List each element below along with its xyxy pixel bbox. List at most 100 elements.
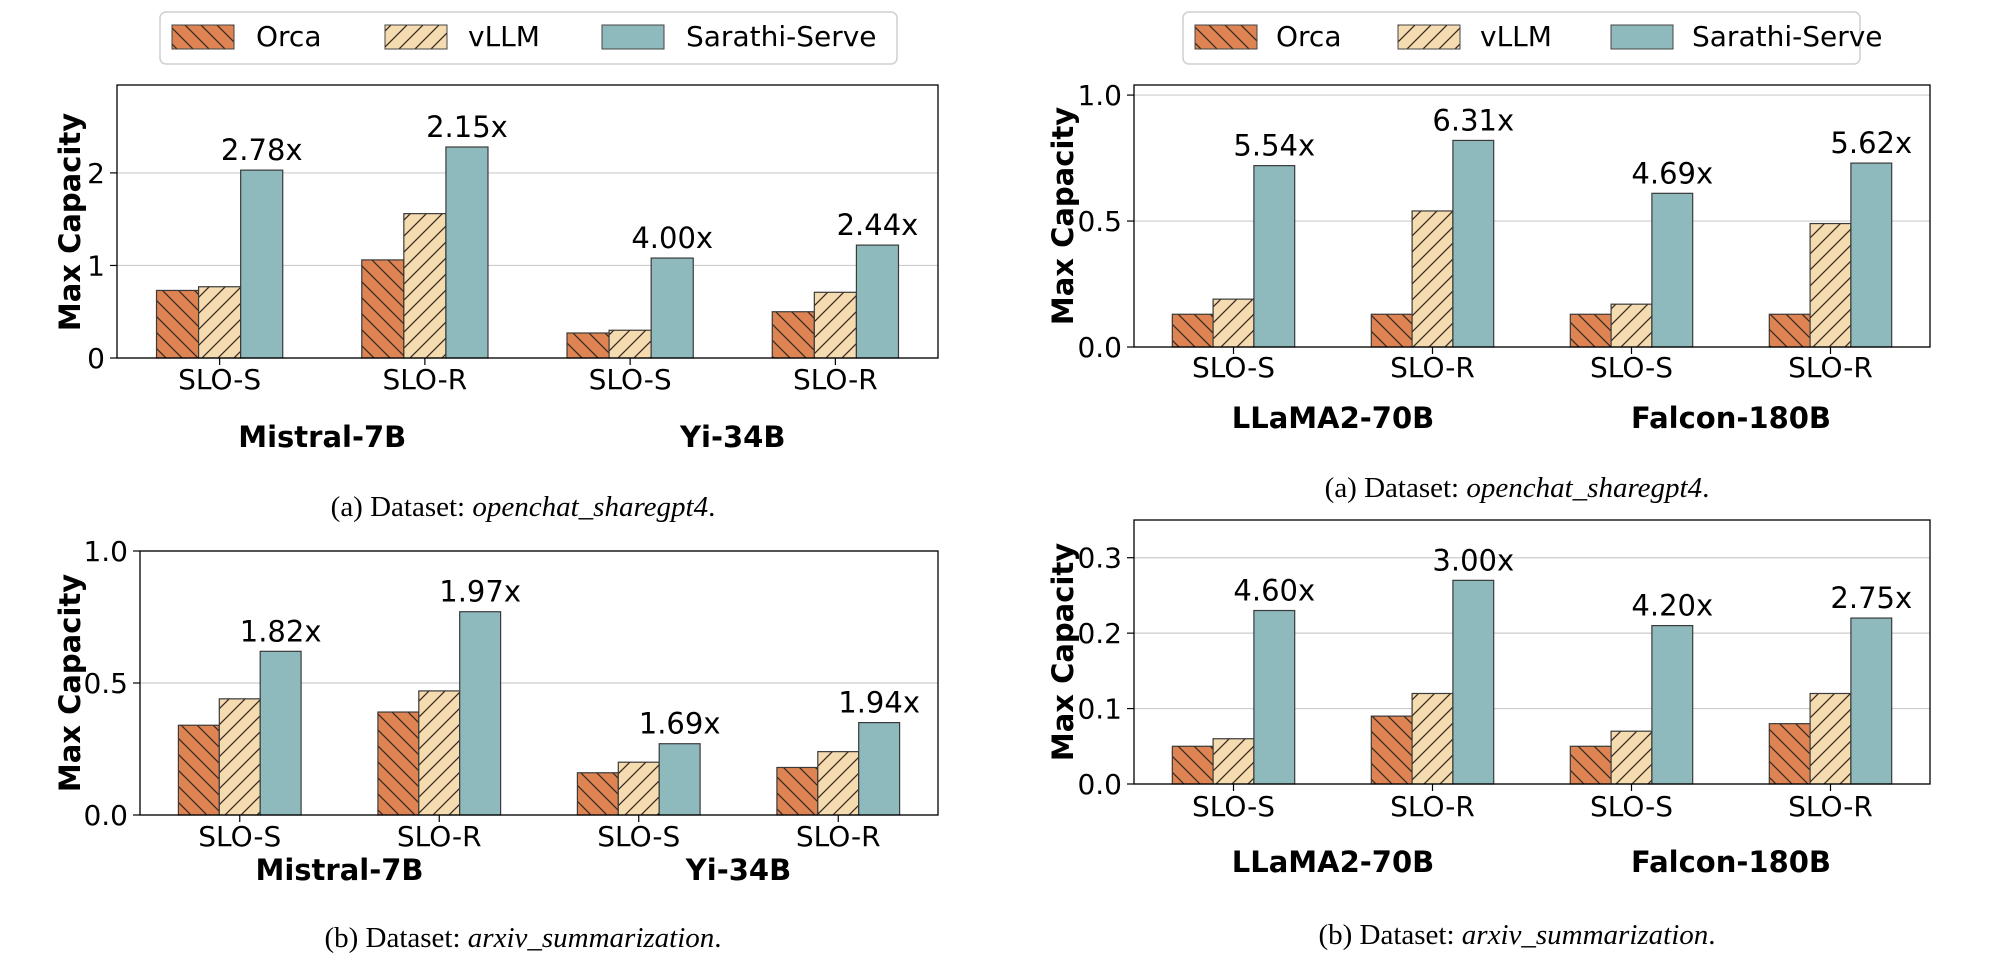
legend-right-label-orca: Orca <box>1276 20 1342 53</box>
legend-right-label-sarathi: Sarathi-Serve <box>1692 20 1883 53</box>
bar-sarathi <box>658 743 701 816</box>
bar-vllm <box>1610 303 1653 348</box>
speedup-label: 4.20x <box>1631 589 1713 623</box>
y-tick-label: 1.0 <box>1077 79 1122 112</box>
y-tick-label: 0.5 <box>1077 205 1122 238</box>
bar-orca <box>1171 745 1214 785</box>
x-tick-label: SLO-R <box>793 363 878 396</box>
y-tick-label: 1 <box>87 249 105 282</box>
x-tick-label: SLO-S <box>589 363 672 396</box>
plot-frame <box>139 550 939 816</box>
caption-top-right: (a) Dataset: openchat_sharegpt4. <box>1325 472 1710 504</box>
speedup-label: 2.78x <box>221 133 303 167</box>
x-tick-label: SLO-S <box>1192 790 1275 823</box>
legend-left-swatch-sarathi <box>601 24 665 50</box>
legend-right-swatch-vllm <box>1397 24 1461 50</box>
y-tick-label: 0.0 <box>83 799 128 832</box>
bar-vllm <box>418 690 461 816</box>
legend-left-label-sarathi: Sarathi-Serve <box>686 20 877 53</box>
bar-vllm <box>1411 692 1454 785</box>
bar-orca <box>1569 745 1612 785</box>
x-tick-label: SLO-R <box>382 363 467 396</box>
bar-sarathi <box>1253 165 1296 348</box>
group-label: Mistral-7B <box>255 853 423 887</box>
y-tick-label: 0.5 <box>83 667 128 700</box>
legend-right-label-vllm: vLLM <box>1480 20 1552 53</box>
speedup-label: 4.69x <box>1631 156 1713 190</box>
bar-sarathi <box>240 169 284 359</box>
bar-orca <box>361 259 405 359</box>
bar-orca <box>566 332 610 359</box>
legend-left-frame <box>159 11 898 65</box>
bar-vllm <box>1809 222 1852 348</box>
speedup-label: 1.82x <box>240 614 322 648</box>
bar-orca <box>155 289 200 359</box>
plot-frame <box>116 84 939 359</box>
y-tick-label: 0 <box>87 342 105 375</box>
y-axis-label: Max Capacity <box>53 574 87 792</box>
y-tick-label: 0.0 <box>1077 331 1122 364</box>
bar-orca <box>1171 313 1214 348</box>
bar-sarathi <box>1850 617 1893 785</box>
plot-frame <box>1133 519 1931 785</box>
speedup-label: 2.44x <box>837 208 919 242</box>
x-tick-label: SLO-R <box>1390 351 1475 384</box>
speedup-label: 1.94x <box>838 686 920 720</box>
x-tick-label: SLO-S <box>597 820 680 853</box>
x-tick-label: SLO-S <box>178 363 261 396</box>
y-tick-label: 0.2 <box>1077 617 1122 650</box>
bar-sarathi <box>259 650 302 816</box>
bar-orca <box>771 311 815 359</box>
bar-orca <box>1768 313 1811 348</box>
bar-sarathi <box>1651 624 1694 785</box>
speedup-label: 1.97x <box>439 575 521 609</box>
bar-vllm <box>1809 692 1852 785</box>
bar-sarathi <box>1253 609 1296 785</box>
plot-frame <box>1133 84 1931 348</box>
bar-sarathi <box>1651 192 1694 348</box>
legend-right-frame <box>1182 11 1861 65</box>
bar-sarathi <box>650 257 694 359</box>
bar-sarathi <box>459 611 502 816</box>
caption-bottom-right: (b) Dataset: arxiv_summarization. <box>1318 919 1715 951</box>
bar-sarathi <box>1452 139 1495 348</box>
bar-orca <box>576 772 619 816</box>
bar-sarathi <box>445 146 489 359</box>
group-label: Yi-34B <box>685 853 791 887</box>
bar-vllm <box>1212 298 1255 348</box>
bar-vllm <box>813 291 858 359</box>
group-label: LLaMA2-70B <box>1232 845 1435 879</box>
bar-vllm <box>403 213 447 359</box>
caption-bottom-left: (b) Dataset: arxiv_summarization. <box>324 922 721 954</box>
caption-top-left: (a) Dataset: openchat_sharegpt4. <box>331 491 716 523</box>
bar-vllm <box>1411 210 1454 348</box>
legend-left: Orca vLLM Sarathi-Serve <box>159 11 898 65</box>
group-label: Yi-34B <box>679 420 785 454</box>
speedup-label: 1.69x <box>639 707 721 741</box>
legend-left-label-orca: Orca <box>256 20 322 53</box>
x-tick-label: SLO-R <box>1788 790 1873 823</box>
bar-sarathi <box>1452 579 1495 785</box>
x-tick-label: SLO-S <box>1192 351 1275 384</box>
y-tick-label: 0.1 <box>1077 693 1122 726</box>
x-tick-label: SLO-S <box>198 820 281 853</box>
speedup-label: 5.54x <box>1233 129 1315 163</box>
bar-vllm <box>817 751 860 816</box>
bar-sarathi <box>858 721 901 816</box>
speedup-label: 4.60x <box>1233 574 1315 608</box>
bar-vllm <box>1610 730 1653 785</box>
bar-orca <box>1768 723 1811 785</box>
legend-right-swatch-orca <box>1194 24 1258 50</box>
y-axis-label: Max Capacity <box>1046 107 1080 325</box>
speedup-label: 2.75x <box>1830 581 1912 615</box>
y-tick-label: 0.0 <box>1077 768 1122 801</box>
bar-vllm <box>608 329 652 359</box>
legend-right-swatch-sarathi <box>1610 24 1674 50</box>
bar-vllm <box>1212 738 1255 785</box>
x-tick-label: SLO-S <box>1590 790 1673 823</box>
legend-left-swatch-orca <box>171 24 235 50</box>
